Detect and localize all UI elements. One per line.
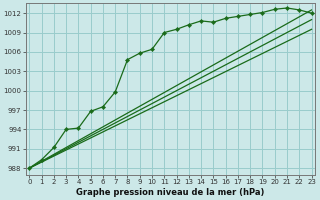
X-axis label: Graphe pression niveau de la mer (hPa): Graphe pression niveau de la mer (hPa) — [76, 188, 265, 197]
